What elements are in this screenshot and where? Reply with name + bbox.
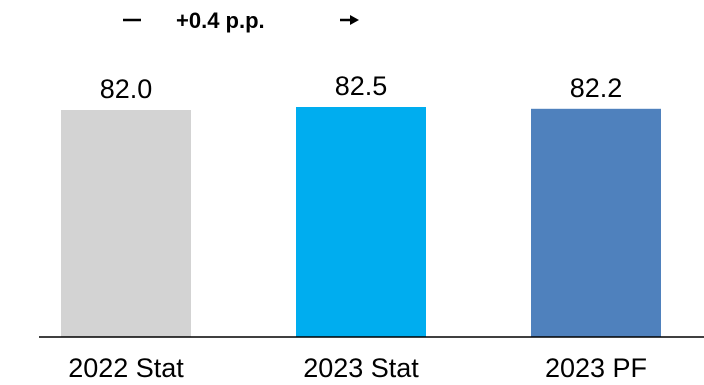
value-label-2022-stat: 82.0 (100, 74, 153, 104)
value-label-2023-pf: 82.2 (570, 73, 623, 103)
category-label-2023-pf: 2023 PF (545, 353, 647, 383)
annotation-label: +0.4 p.p. (176, 8, 265, 33)
delta-annotation: +0.4 p.p. (123, 8, 359, 33)
bar-2023-pf (531, 108, 661, 337)
category-label-2022-stat: 2022 Stat (68, 353, 184, 383)
category-label-2023-stat: 2023 Stat (303, 353, 419, 383)
annotation-arrow-icon (340, 15, 359, 25)
bar-2023-stat (296, 107, 426, 337)
value-labels-group: 82.0 82.5 82.2 (100, 71, 623, 104)
category-labels-group: 2022 Stat 2023 Stat 2023 PF (68, 353, 647, 383)
bars-group (61, 107, 661, 337)
value-label-2023-stat: 82.5 (335, 71, 388, 101)
bar-2022-stat (61, 110, 191, 337)
